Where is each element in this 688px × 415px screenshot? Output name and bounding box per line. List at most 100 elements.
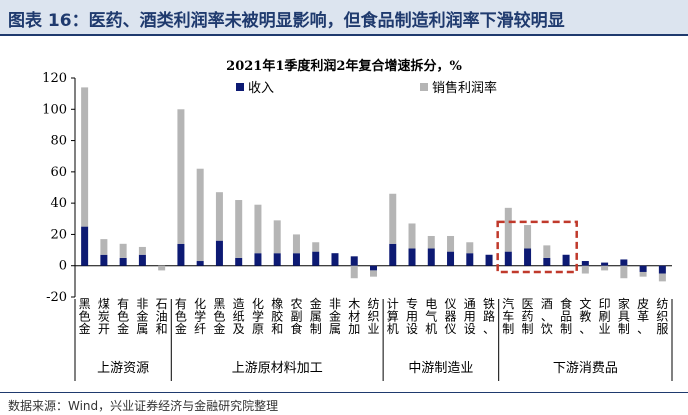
bar-revenue <box>81 226 89 266</box>
bar-revenue <box>196 261 204 266</box>
bar-revenue <box>177 243 185 266</box>
category-label-char: 、 <box>637 322 649 336</box>
bar-margin <box>196 168 204 262</box>
category-label-char: 金 <box>136 309 148 324</box>
category-label-char: 金 <box>310 296 322 311</box>
category-label-char: 家 <box>618 296 630 311</box>
category-label-char: 皮 <box>637 297 649 311</box>
category-label-char: 色 <box>213 310 225 324</box>
category-label-char: 具 <box>618 310 630 324</box>
chart-title: 2021年1季度利润2年复合增速拆分，% <box>226 58 462 74</box>
category-label-char: 纺 <box>656 297 668 311</box>
category-label-char: 铁 <box>483 297 495 311</box>
bar-margin <box>177 109 185 244</box>
category-label-char: 纸 <box>233 310 245 324</box>
category-label-char: 器 <box>445 310 457 324</box>
category-label-char: 金 <box>79 321 91 336</box>
bar-revenue <box>466 253 474 266</box>
category-label-char: 煤 <box>98 297 110 311</box>
category-label-char: 化 <box>194 297 206 311</box>
bar-margin <box>81 87 89 227</box>
category-label-char: 饮 <box>541 322 553 336</box>
category-label-char: 纤 <box>194 322 206 336</box>
category-label-char: 油 <box>156 310 168 324</box>
legend-swatch-revenue <box>236 83 244 91</box>
y-tick-label: 20 <box>50 227 67 242</box>
category-label-char: 非 <box>136 297 148 311</box>
figure-title: 图表 16：医药、酒类利润率未被明显影响，但食品制造利润率下滑较明显 <box>8 11 565 31</box>
category-label-char: 胶 <box>271 309 283 324</box>
category-label-char: 炭 <box>98 310 110 324</box>
bar-margin <box>254 204 262 254</box>
category-label-char: 纺 <box>367 297 379 311</box>
category-label-char: 原 <box>252 322 264 336</box>
bar-revenue <box>119 257 127 266</box>
category-label-char: 化 <box>252 297 264 311</box>
category-label-char: 医 <box>522 297 534 311</box>
category-label-char: 织 <box>656 310 668 324</box>
category-label-char: 电 <box>425 297 437 311</box>
category-label-char: 业 <box>599 322 611 336</box>
bar-margin <box>215 192 223 241</box>
bar-revenue <box>601 262 609 266</box>
category-label-char: 设 <box>464 322 476 336</box>
category-label-char: 用 <box>406 310 418 324</box>
bar-margin <box>292 234 300 254</box>
legend-label-revenue: 收入 <box>248 81 274 96</box>
bar-revenue <box>427 248 435 266</box>
category-label-char: 品 <box>560 310 572 324</box>
footer-rule <box>0 392 688 393</box>
bar-revenue <box>235 257 243 266</box>
bar-margin <box>158 265 166 271</box>
source-note: 数据来源：Wind，兴业证券经济与金融研究院整理 <box>8 399 279 413</box>
bar-revenue <box>620 259 628 266</box>
category-label-char: 金 <box>175 321 187 336</box>
category-label-char: 计 <box>387 297 399 311</box>
category-label-char: 气 <box>425 309 437 324</box>
category-label-char: 黑 <box>213 297 225 311</box>
highlight-box <box>496 220 578 274</box>
category-label-char: 造 <box>233 297 245 311</box>
bar-margin <box>389 193 397 244</box>
bar-revenue <box>215 240 223 266</box>
bar-revenue <box>389 243 397 266</box>
category-label-char: 汽 <box>502 296 514 311</box>
bar-revenue <box>485 254 493 266</box>
category-label-char: 材 <box>348 310 360 324</box>
bar-revenue <box>524 248 532 266</box>
y-tick-label: 100 <box>42 102 67 117</box>
group-label: 上游资源 <box>97 361 149 376</box>
category-label-char: 革 <box>637 310 649 324</box>
bar-margin <box>408 223 416 249</box>
bar-revenue <box>273 253 281 266</box>
category-label-char: 服 <box>656 322 668 336</box>
category-label-char: 制 <box>522 322 534 336</box>
bar-revenue <box>312 251 320 266</box>
category-label-char: 、 <box>579 322 591 336</box>
bar-margin <box>543 245 551 258</box>
category-label-char: 、 <box>483 322 495 336</box>
category-label-char: 农 <box>290 297 302 311</box>
legend-label-margin: 销售利润率 <box>432 80 497 96</box>
category-label-char: 属 <box>310 310 322 324</box>
category-label-char: 刷 <box>599 310 611 324</box>
bar-revenue <box>370 265 377 271</box>
bar-margin <box>235 200 243 258</box>
category-label-char: 加 <box>348 322 360 336</box>
bar-revenue <box>543 257 551 266</box>
category-label-char: 车 <box>502 309 514 324</box>
category-label-char: 仪 <box>445 322 457 336</box>
bar-margin <box>581 265 589 274</box>
category-label-char: 、 <box>541 310 553 324</box>
bar-margin <box>312 242 320 252</box>
category-label-char: 路 <box>483 309 495 324</box>
category-label-char: 属 <box>136 322 148 336</box>
bar-margin <box>370 270 377 277</box>
bar-revenue <box>581 261 589 266</box>
bar-revenue <box>331 253 339 266</box>
category-label-char: 木 <box>348 297 360 311</box>
category-label-char: 设 <box>406 322 418 336</box>
group-label: 中游制造业 <box>408 361 473 376</box>
bar-margin <box>273 220 281 254</box>
bar-revenue <box>639 265 647 272</box>
